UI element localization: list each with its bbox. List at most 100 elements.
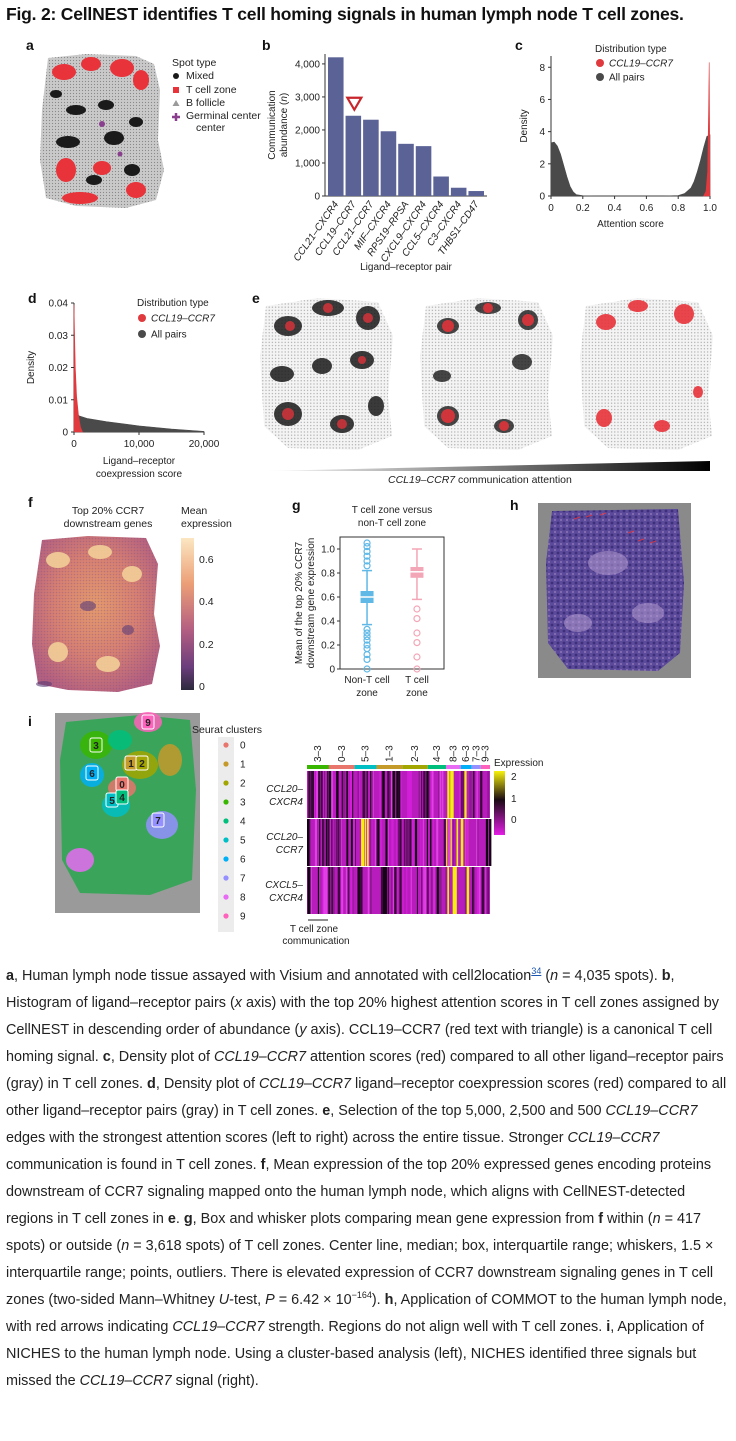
i-heatmap-stripe [317,867,321,914]
i-heatmap-stripe [350,771,353,818]
c-y-tick-label: 2 [539,159,545,170]
g-outlier-point [413,605,421,613]
panel-e-tissue-maps [260,298,713,450]
i-legend-cluster-dot-icon [223,856,229,862]
i-heatmap-stripe [429,771,432,818]
panel-f-tick-02: 0.2 [199,639,214,651]
i-heatmap-group-bar [402,765,428,769]
i-heatmap-stripe [341,771,344,818]
i-heatmap-stripe [360,867,362,914]
c-y-tick-label: 0 [539,192,545,203]
i-heatmap-stripe [485,867,489,914]
i-heatmap-stripe [402,867,404,914]
i-map-cluster-box [151,812,165,828]
i-heatmap-stripe [341,867,344,914]
g-outlier-point [363,633,371,641]
i-heatmap-stripe [391,819,394,866]
i-heatmap-stripe [345,867,348,914]
i-heatmap-stripe [347,867,349,914]
i-heatmap-group-bar [376,765,403,769]
i-heatmap-stripe [420,867,423,914]
panel-label-d: d [28,290,37,306]
panel-i-cluster-map: 9 3 1 2 6 05 4 7 [55,712,200,913]
i-heatmap-stripe [424,867,427,914]
g-title-1: T cell zone versus [352,505,432,516]
i-heatmap-stripe [323,867,326,914]
i-heatmap-stripe [409,819,412,866]
i-heatmap-stripe [382,867,385,914]
i-heatmap-stripe [383,771,385,818]
i-heatmap-stripe [400,771,402,818]
i-heatmap-stripe [464,867,467,914]
i-heatmap-stripe [323,819,326,866]
i-heatmap-row-bg [307,867,490,914]
g-y-tick-label: 0.6 [321,593,335,604]
i-heatmap-stripe [384,867,388,914]
i-legend-background [218,737,234,932]
c-legend-all: All pairs [609,73,645,84]
panel-e-gradient-wedge [264,461,710,471]
i-heatmap-stripe [352,819,355,866]
i-heatmap-row-label-1: CCL20– [266,832,303,843]
i-heatmap-stripe [466,867,469,914]
i-heatmap-stripe [380,867,384,914]
i-heatmap-stripe [411,819,414,866]
i-heatmap-stripe [489,819,492,866]
i-expression-tick-label: 1 [511,794,517,805]
i-heatmap-stripe [335,819,338,866]
c-y-label: Density [519,109,530,142]
b-x-label: Ligand–receptor pair [360,262,452,273]
i-legend-cluster-label: 9 [240,912,246,923]
i-heatmap-stripe [398,771,401,818]
i-heatmap-stripe [450,771,452,818]
i-heatmap-stripe [328,867,331,914]
g-outlier-point [413,639,421,647]
g-y-label-2: downstream gene expression [306,538,317,669]
i-heatmap-stripe [469,771,472,818]
i-heatmap-stripe [322,867,325,914]
i-map-cluster-label: 4 [119,793,125,804]
panel-b-bar-chart: 01,0002,0003,0004,000CCL21–CXCR4CCL19–CC… [267,54,487,273]
c-x-tick-label: 0.6 [639,203,653,214]
i-map-cluster-label: 6 [89,769,95,780]
i-heatmap-stripe [430,867,433,914]
i-heatmap-stripe [366,771,369,818]
legend-tcell-square-icon [173,87,179,93]
i-heatmap-stripe [485,819,489,866]
i-heatmap-group-label: 8–3 [448,745,459,762]
d-y-tick-label: 0.03 [49,331,69,342]
i-heatmap-stripe [310,771,314,818]
g-outlier-point [363,547,371,556]
i-heatmap-stripe [370,771,372,818]
i-heatmap-stripe [447,867,450,914]
i-heatmap-stripe [362,771,366,818]
i-heatmap-stripe [376,819,378,866]
i-map-cluster-label: 2 [139,759,145,770]
i-heatmap-group-bar [471,765,481,769]
i-heatmap-stripe [452,819,455,866]
i-heatmap-stripe [387,867,390,914]
i-heatmap-group-bar [460,765,472,769]
legend-tcell-zone: T cell zone [186,84,237,96]
panel-f-colorbar-title-2: expression [181,518,232,530]
i-heatmap-stripe [397,819,400,866]
i-heatmap-stripe [332,867,335,914]
i-heatmap-stripe [411,771,412,818]
i-expression-tick-label: 0 [511,815,517,826]
i-heatmap-stripe [465,819,468,866]
i-heatmap-stripe [312,771,314,818]
legend-germinal-cross-icon [172,113,180,121]
i-heatmap-stripe [336,819,338,866]
legend-bfollicle-triangle-icon [172,100,180,106]
i-heatmap-stripe [316,771,319,818]
g-outlier-point [363,655,371,663]
i-heatmap-stripe [313,771,315,818]
c-x-tick-label: 0.8 [671,203,685,214]
panel-h-histology-image [538,503,691,678]
i-heatmap-stripe [407,771,409,818]
panel-label-e: e [252,290,260,306]
i-heatmap-stripe [374,819,377,866]
i-heatmap-stripe [397,819,399,866]
i-heatmap-stripe [456,819,459,866]
i-heatmap-group-label: 2–3 [410,745,421,762]
